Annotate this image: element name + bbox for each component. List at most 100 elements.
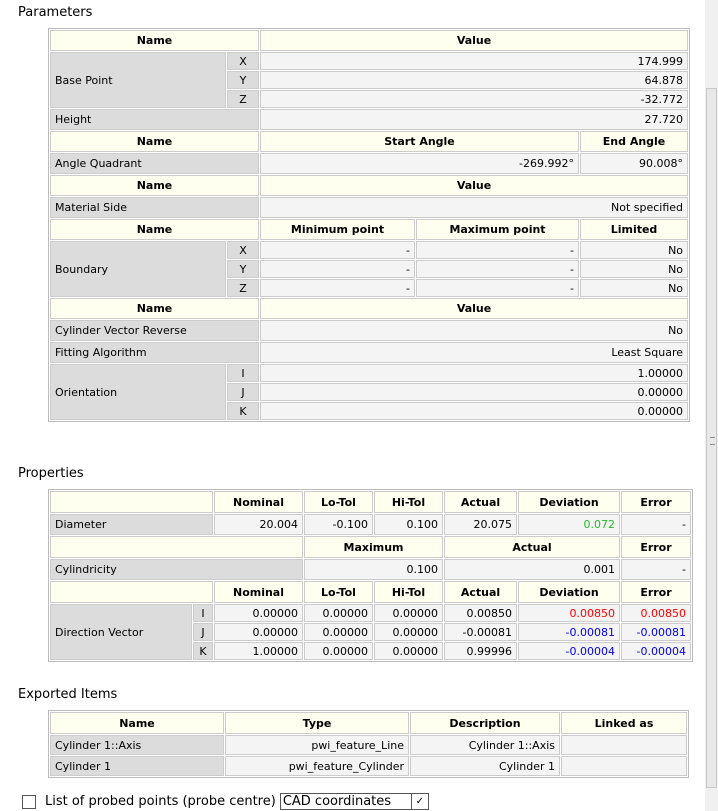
value-cell: -269.992° [260,153,579,174]
item-name: Cylinder 1::Axis [50,735,224,755]
column-header: Actual [444,581,517,603]
value-cell: 20.004 [214,514,303,535]
axis-label: K [193,642,213,660]
column-header: Lo-Tol [304,581,373,603]
axis-label: J [227,383,259,401]
parameters-table: Name Value Base Point X 174.999 Y 64.878 Z -32.7… [48,28,691,422]
table-row: Name Start Angle End Angle [50,131,689,152]
table-row: J 0.00000 [50,383,689,401]
axis-label: X [227,241,259,259]
column-header: Minimum point [260,219,415,240]
value-cell: -0.00004 [518,642,620,660]
value-cell: 1.00000 [260,364,689,382]
table-row: K 0.00000 [50,402,689,420]
axis-label: Y [227,260,259,278]
value-cell: 0.00000 [374,604,443,622]
value-cell: 0.00850 [621,604,691,622]
axis-label: I [227,364,259,382]
value-cell: -0.00081 [621,623,691,641]
value-cell: 0.00850 [518,604,620,622]
table-row: Cylinder 1::Axis pwi_feature_Line Cylinder… [50,735,687,755]
value-cell: - [260,279,415,297]
column-header: Actual [444,536,620,558]
table-row: J 0.00000 0.00000 0.00000 -0.00081 -0.00081 -0… [50,623,691,641]
value-cell: -0.100 [304,514,373,535]
value-cell: 0.00000 [304,642,373,660]
item-name: Cylinder 1 [50,756,224,776]
table-row: Diameter 20.004 -0.100 0.100 20.075 0.072- [50,514,691,535]
value-cell: pwi_feature_Line [225,735,409,755]
value-cell: 0.00000 [304,604,373,622]
value-cell: - [621,514,691,535]
value-cell: 0.00000 [214,604,303,622]
table-row: Material Side Not specified [50,197,689,218]
column-header: Deviation [518,581,620,603]
grip-icon [710,437,715,445]
probed-points-label: List of probed points (probe centre) [45,794,276,809]
value-cell: 0.00000 [374,623,443,641]
chevron-down-icon[interactable]: ✓ [410,794,428,809]
table-row: Name Value [50,175,689,196]
column-header: Start Angle [260,131,579,152]
value-cell: No [580,279,689,297]
axis-label: I [193,604,213,622]
value-cell: 90.008° [580,153,689,174]
column-header: Maximum [304,536,443,558]
value-cell: No [580,260,689,278]
probed-points-checkbox[interactable] [22,794,36,809]
properties-heading: Properties [18,466,84,481]
value-cell: 1.00000 [214,642,303,660]
value-cell: - [416,241,579,259]
column-header: Hi-Tol [374,581,443,603]
value-cell: pwi_feature_Cylinder [225,756,409,776]
column-header: Value [260,175,689,196]
axis-label: Z [227,90,259,108]
value-cell: - [260,241,415,259]
row-name: Fitting Algorithm [50,342,259,363]
table-row: Name Minimum point Maximum point Limited [50,219,689,240]
row-name: Boundary [50,241,226,297]
value-cell: Not specified [260,197,689,218]
column-header [50,491,213,513]
value-cell: 0.00000 [260,402,689,420]
axis-label: J [193,623,213,641]
row-name: Cylindricity [50,559,303,580]
column-header: Name [50,712,224,734]
table-row: Cylindricity 0.100 0.001- [50,559,691,580]
parameters-heading: Parameters [18,5,93,20]
row-name: Material Side [50,197,259,218]
table-row: Y 64.878 [50,71,689,89]
row-name: Diameter [50,514,213,535]
column-header: Linked as [561,712,687,734]
exported-items-heading: Exported Items [18,687,118,702]
value-cell: - [621,559,691,580]
row-name: Angle Quadrant [50,153,259,174]
row-name: Direction Vector [50,604,192,660]
column-header: Limited [580,219,689,240]
table-row: K 1.00000 0.00000 0.00000 0.99996 -0.00004 -0.… [50,642,691,660]
table-row: Name Value [50,30,689,51]
value-cell: -32.772 [260,90,689,108]
column-header: Deviation [518,491,620,513]
column-header: Type [225,712,409,734]
value-cell: 0.100 [374,514,443,535]
scrollbar-thumb[interactable] [706,88,717,788]
value-cell: 0.072 [518,514,620,535]
row-name: Cylinder Vector Reverse [50,320,259,341]
value-cell: 0.00850 [444,604,517,622]
column-header: End Angle [580,131,689,152]
row-name: Base Point [50,52,226,108]
coordinates-select-value: CAD coordinates [282,794,392,809]
column-header: Error [621,491,691,513]
value-cell: No [580,241,689,259]
vertical-scrollbar[interactable] [705,0,718,811]
column-header: Hi-Tol [374,491,443,513]
value-cell: 0.00000 [214,623,303,641]
column-header: Error [621,536,691,558]
coordinates-select[interactable]: CAD coordinates ✓ [279,793,429,810]
column-header: Nominal [214,491,303,513]
value-cell: 0.00000 [260,383,689,401]
axis-label: Y [227,71,259,89]
value-cell: - [416,260,579,278]
row-name: Orientation [50,364,226,420]
